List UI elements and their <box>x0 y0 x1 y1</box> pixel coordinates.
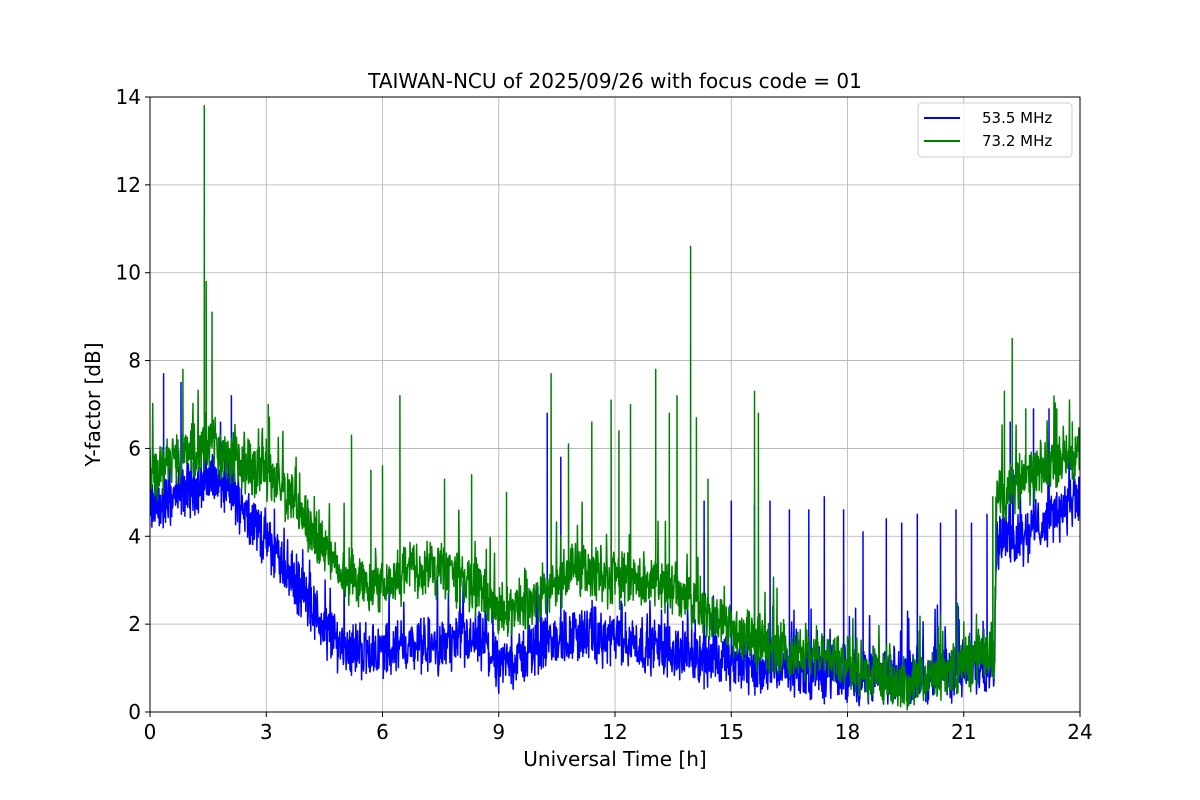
y-tick-label: 4 <box>128 524 141 548</box>
series-layer <box>150 105 1080 711</box>
legend-label-73-2: 73.2 MHz <box>982 132 1052 150</box>
x-tick-label: 18 <box>835 720 860 744</box>
y-tick-label: 6 <box>128 436 141 460</box>
x-tick-label: 3 <box>260 720 273 744</box>
chart-title: TAIWAN-NCU of 2025/09/26 with focus code… <box>367 69 862 93</box>
x-tick-label: 9 <box>492 720 505 744</box>
series-line-53-5-mhz <box>150 373 1080 707</box>
legend: 53.5 MHz 73.2 MHz <box>917 102 1073 158</box>
x-tick-label: 0 <box>144 720 157 744</box>
legend-box <box>917 102 1073 158</box>
legend-label-53-5: 53.5 MHz <box>982 109 1052 127</box>
y-tick-label: 2 <box>128 612 141 636</box>
x-tick-label: 15 <box>719 720 744 744</box>
y-tick-label: 10 <box>116 261 141 285</box>
x-tick-label: 12 <box>602 720 627 744</box>
y-tick-label: 8 <box>128 349 141 373</box>
y-tick-label: 0 <box>128 700 141 724</box>
y-axis-label: Y-factor [dB] <box>81 342 105 467</box>
x-tick-label: 6 <box>376 720 389 744</box>
x-axis-label: Universal Time [h] <box>523 747 706 771</box>
x-tick-label: 24 <box>1067 720 1092 744</box>
y-tick-label: 14 <box>116 85 141 109</box>
series-line-73-2-mhz <box>150 105 1080 711</box>
y-tick-label: 12 <box>116 173 141 197</box>
x-tick-label: 21 <box>951 720 976 744</box>
